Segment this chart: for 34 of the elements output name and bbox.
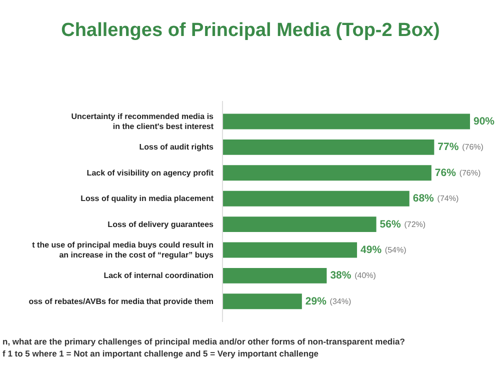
data-label: 29% (305, 295, 328, 308)
annotation: (72%) (404, 220, 426, 229)
text: f 1 to 5 where 1 = Not an important challenge and 5 = Very important challenge (2, 348, 319, 358)
bar (222, 266, 328, 284)
bar (222, 164, 432, 182)
bar (222, 292, 303, 310)
annotation: (34%) (330, 296, 352, 306)
data-label: 38% (330, 270, 352, 282)
annotation: (40%) (354, 271, 376, 280)
y-tick-label: Lack of visibility on agency profit (86, 168, 214, 178)
annotation: (74%) (437, 194, 459, 204)
bar (222, 112, 471, 130)
data-label: 77% (438, 141, 460, 154)
annotation: (54%) (384, 246, 407, 254)
data-label: 76% (434, 166, 457, 179)
y-tick-label: Loss of delivery guarantees (108, 220, 214, 229)
bar (222, 138, 436, 156)
y-tick-label: Uncertainty if recommended media is in the client's best interest (71, 112, 214, 132)
bar (222, 241, 358, 259)
chart-title: Challenges of Principal Media (Top-2 Box) (61, 20, 440, 41)
data-label: 56% (380, 218, 402, 230)
y-tick-label: t the use of principal media buys could result in an increase in the cost of “regular” buys (32, 240, 214, 260)
annotation: (76%) (459, 168, 481, 178)
data-label: 68% (412, 192, 435, 205)
text: n, what are the primary challenges of principal media and/or other forms of non-transparent media? (2, 336, 405, 346)
y-tick-label: Loss of audit rights (139, 142, 214, 152)
data-label: 90% (474, 116, 496, 128)
annotation: (76%) (462, 142, 484, 152)
bar (222, 190, 410, 208)
data-label: 49% (360, 244, 382, 256)
bar (222, 216, 378, 234)
y-tick-label: Loss of quality in media placement (80, 194, 214, 204)
y-tick-label: Lack of internal coordination (104, 271, 214, 280)
y-tick-label: oss of rebates/AVBs for media that provide them (28, 296, 214, 306)
